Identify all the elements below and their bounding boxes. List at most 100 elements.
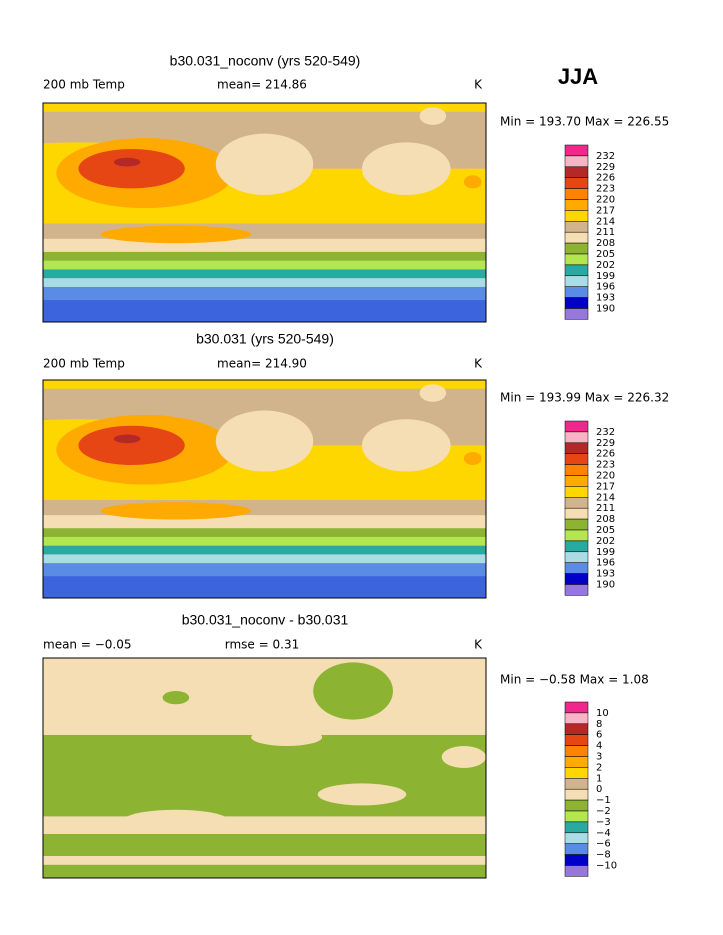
colorbar-label: −1: [596, 795, 611, 806]
colorbar-box: [564, 177, 589, 189]
colorbar-label: −8: [596, 850, 611, 861]
colorbar-label: 220: [596, 195, 615, 206]
colorbar-box: [564, 464, 589, 476]
min-max: Min = 193.99 Max = 226.32: [500, 391, 669, 405]
map-band: [43, 103, 486, 113]
map: [43, 103, 486, 322]
colorbar-label: 223: [596, 460, 615, 471]
colorbar-box: [564, 442, 589, 454]
colorbar-label: −6: [596, 839, 611, 850]
colorbar-box: [564, 799, 589, 812]
colorbar-box: [564, 166, 589, 178]
map-band: [43, 515, 486, 529]
colorbar-label: 2: [596, 762, 602, 773]
colorbar-label: 6: [596, 730, 602, 741]
colorbar-label: 220: [596, 471, 615, 482]
colorbar-label: 3: [596, 752, 602, 763]
colorbar-box: [564, 584, 589, 596]
map-band: [43, 269, 486, 279]
units-label: K: [474, 78, 483, 92]
colorbar-label: −2: [596, 806, 611, 817]
colorbar-label: 205: [596, 249, 615, 260]
panel-title: b30.031 (yrs 520-549): [196, 331, 334, 347]
colorbar-label: −3: [596, 817, 611, 828]
map-band: [43, 300, 486, 322]
map-band: [43, 658, 486, 736]
map-band: [43, 260, 486, 270]
map-band: [43, 278, 486, 288]
colorbar-label: 226: [596, 449, 615, 460]
map-band: [43, 554, 486, 564]
colorbar-box: [564, 507, 589, 520]
colorbar-box: [564, 767, 589, 779]
map-region: [419, 384, 447, 402]
colorbar-box: [564, 518, 589, 531]
colorbar-box: [564, 486, 589, 498]
colorbar-label: 205: [596, 525, 615, 536]
colorbar-label: 193: [596, 293, 615, 304]
colorbar-label: 193: [596, 569, 615, 580]
map-region: [78, 148, 185, 189]
colorbar-box: [564, 843, 589, 855]
left-label: mean = −0.05: [43, 638, 132, 652]
map-region: [419, 107, 447, 125]
map-band: [43, 864, 486, 878]
colorbar-box: [564, 551, 589, 563]
colorbar-label: 199: [596, 271, 615, 282]
colorbar-box: [564, 756, 589, 768]
map-region: [463, 175, 482, 189]
season-label: JJA: [558, 64, 598, 89]
colorbar-box: [564, 453, 589, 465]
colorbar-box: [564, 210, 589, 222]
map-band: [43, 380, 486, 390]
colorbar-label: 202: [596, 536, 615, 547]
colorbar-box: [564, 854, 589, 866]
map-band: [43, 238, 486, 253]
colorbar-label: 214: [596, 492, 615, 503]
colorbar-box: [564, 832, 589, 844]
colorbar-label: 196: [596, 282, 615, 293]
map-region: [113, 434, 141, 444]
map-region: [122, 809, 230, 832]
map-band: [43, 251, 486, 262]
map-region: [251, 728, 323, 746]
colorbar-label: 214: [596, 216, 615, 227]
colorbar-label: 208: [596, 238, 615, 249]
center-label: rmse = 0.31: [225, 638, 299, 652]
map-region: [100, 225, 252, 244]
map-region: [215, 133, 314, 195]
colorbar-label: 229: [596, 162, 615, 173]
map-band: [43, 536, 486, 547]
map-band: [43, 816, 486, 835]
units-label: K: [474, 638, 483, 652]
map-region: [361, 419, 451, 472]
map-frame: [42, 102, 487, 323]
colorbar-box: [564, 144, 589, 157]
colorbar-label: 232: [596, 427, 615, 438]
colorbar-box: [564, 712, 589, 725]
min-max: Min = 193.70 Max = 226.55: [500, 115, 669, 129]
map-band: [43, 576, 486, 598]
map-region: [78, 425, 185, 466]
colorbar-box: [564, 701, 589, 714]
colorbar-box: [564, 540, 589, 553]
map-band: [43, 856, 486, 866]
map-band: [43, 563, 486, 577]
colorbar-box: [564, 745, 589, 757]
colorbar-box: [564, 286, 589, 298]
map-band: [43, 528, 486, 538]
colorbar-label: 208: [596, 514, 615, 525]
panel-title: b30.031_noconv (yrs 520-549): [170, 53, 361, 69]
colorbar-box: [564, 242, 589, 255]
center-label: mean= 214.86: [217, 78, 307, 92]
colorbar-box: [564, 562, 589, 574]
colorbar-box: [564, 497, 589, 509]
colorbar-box: [564, 778, 589, 790]
colorbar-label: 232: [596, 151, 615, 162]
colorbar-label: −4: [596, 828, 611, 839]
colorbar-box: [564, 253, 589, 266]
map-region: [317, 783, 407, 806]
map: [43, 658, 486, 878]
map-band: [43, 834, 486, 857]
panel-title: b30.031_noconv - b30.031: [182, 612, 349, 628]
